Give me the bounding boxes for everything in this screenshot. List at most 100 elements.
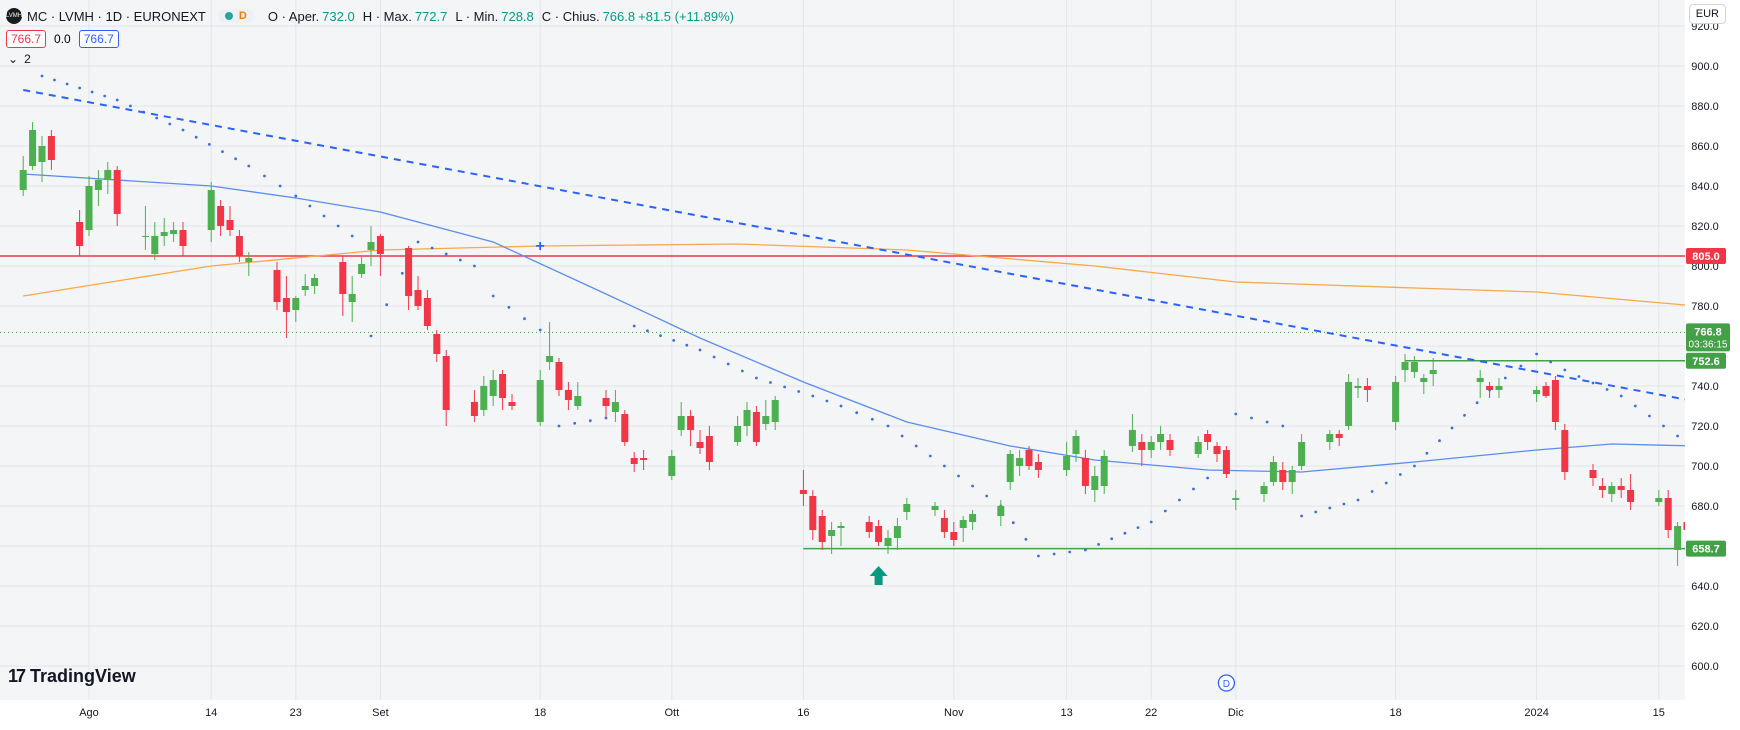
psar-dot xyxy=(182,129,185,132)
psar-dot xyxy=(811,395,814,398)
y-tick-label: 680.0 xyxy=(1691,501,1719,513)
indicators-toggle[interactable]: ⌄ 2 xyxy=(8,52,31,66)
sell-price-button[interactable]: 766.7 xyxy=(6,30,46,48)
psar-dot xyxy=(1012,521,1015,524)
candle-body xyxy=(640,458,647,460)
psar-dot xyxy=(1150,521,1153,524)
psar-dot xyxy=(755,377,758,380)
event-badge-label: D xyxy=(1223,679,1230,690)
psar-dot xyxy=(208,143,211,146)
candle-body xyxy=(894,526,901,538)
x-tick-label: 14 xyxy=(205,707,217,719)
candle-body xyxy=(180,230,187,246)
psar-dot xyxy=(247,165,250,168)
chevron-down-icon: ⌄ xyxy=(8,52,18,66)
y-tick-label: 840.0 xyxy=(1691,181,1719,193)
x-tick-label: Set xyxy=(372,707,389,719)
x-axis-panel[interactable] xyxy=(0,700,1685,725)
change-value: +81.5 (+11.89%) xyxy=(638,9,734,24)
candle-body xyxy=(1326,434,1333,442)
psar-dot xyxy=(168,123,171,126)
psar-dot xyxy=(294,195,297,198)
low-label: L · Min. xyxy=(455,9,498,24)
candle-body xyxy=(997,506,1004,516)
y-tick-label: 600.0 xyxy=(1691,661,1719,673)
candle-body xyxy=(1402,362,1409,370)
candle-body xyxy=(903,504,910,512)
candle-body xyxy=(1270,462,1277,482)
psar-dot xyxy=(1206,477,1209,480)
open-value: 732.0 xyxy=(322,9,355,24)
psar-dot xyxy=(901,435,904,438)
buy-price-button[interactable]: 766.7 xyxy=(79,30,119,48)
psar-dot xyxy=(589,419,592,422)
psar-dot xyxy=(1662,425,1665,428)
psar-dot xyxy=(1413,465,1416,468)
candle-body xyxy=(1355,386,1362,388)
candle-body xyxy=(1063,456,1070,470)
breakout-price-label: 752.6 xyxy=(1692,356,1720,368)
psar-dot xyxy=(1164,510,1167,513)
candle-body xyxy=(114,170,121,214)
x-tick-label: Nov xyxy=(944,707,964,719)
candle-body xyxy=(1223,450,1230,474)
candle-body xyxy=(1101,456,1108,486)
bar-countdown-label: 03:36:15 xyxy=(1689,339,1728,350)
psar-dot xyxy=(713,356,716,359)
x-tick-label: 15 xyxy=(1653,707,1665,719)
candle-body xyxy=(1552,380,1559,422)
symbol-line[interactable]: MC · LVMH · 1D · EURONEXT xyxy=(27,9,206,24)
last-price-label: 766.8 xyxy=(1694,326,1722,338)
candle-body xyxy=(612,402,619,412)
market-open-dot-icon xyxy=(225,12,233,20)
psar-dot xyxy=(459,259,462,262)
candle-body xyxy=(227,220,234,230)
high-value: 772.7 xyxy=(415,9,448,24)
candle-body xyxy=(490,380,497,396)
x-axis[interactable]: Ago1423Set18Ott16Nov1322Dic18202415Feb12… xyxy=(0,700,1740,725)
candle-body xyxy=(1543,386,1550,396)
psar-dot xyxy=(309,205,312,208)
candle-body xyxy=(358,264,365,274)
psar-dot xyxy=(1178,499,1181,502)
psar-dot xyxy=(1371,490,1374,493)
candle-body xyxy=(819,516,826,542)
x-tick-label: 22 xyxy=(1145,707,1157,719)
candle-body xyxy=(969,514,976,522)
psar-dot xyxy=(385,303,388,306)
candle-body xyxy=(433,334,440,354)
candle-body xyxy=(1599,486,1606,490)
psar-dot xyxy=(1438,439,1441,442)
psar-dot xyxy=(1300,515,1303,518)
open-label: O · Aper. xyxy=(268,9,319,24)
currency-button[interactable]: EUR xyxy=(1689,4,1726,24)
psar-dot xyxy=(91,91,94,94)
candle-body xyxy=(245,258,252,262)
candle-body xyxy=(706,436,713,462)
psar-dot xyxy=(337,225,340,228)
psar-dot xyxy=(783,386,786,389)
x-tick-label: 16 xyxy=(797,707,809,719)
psar-dot xyxy=(116,99,119,102)
trendline-anchor-marker: + xyxy=(536,238,545,255)
candle-body xyxy=(772,400,779,422)
tradingview-brand[interactable]: 17 TradingView xyxy=(8,666,136,687)
candle-body xyxy=(292,298,299,310)
candle-body xyxy=(734,426,741,442)
candle-body xyxy=(1486,386,1493,390)
market-status-pill[interactable]: D xyxy=(218,9,254,23)
y-tick-label: 620.0 xyxy=(1691,621,1719,633)
psar-dot xyxy=(1620,395,1623,398)
psar-dot xyxy=(1648,415,1651,418)
candle-body xyxy=(697,442,704,448)
psar-dot xyxy=(323,215,326,218)
psar-dot xyxy=(263,175,266,178)
psar-dot xyxy=(957,475,960,478)
psar-dot xyxy=(53,79,56,82)
psar-dot xyxy=(1314,511,1317,514)
candle-body xyxy=(1138,442,1145,450)
psar-dot xyxy=(1234,413,1237,416)
candle-body xyxy=(20,170,27,190)
